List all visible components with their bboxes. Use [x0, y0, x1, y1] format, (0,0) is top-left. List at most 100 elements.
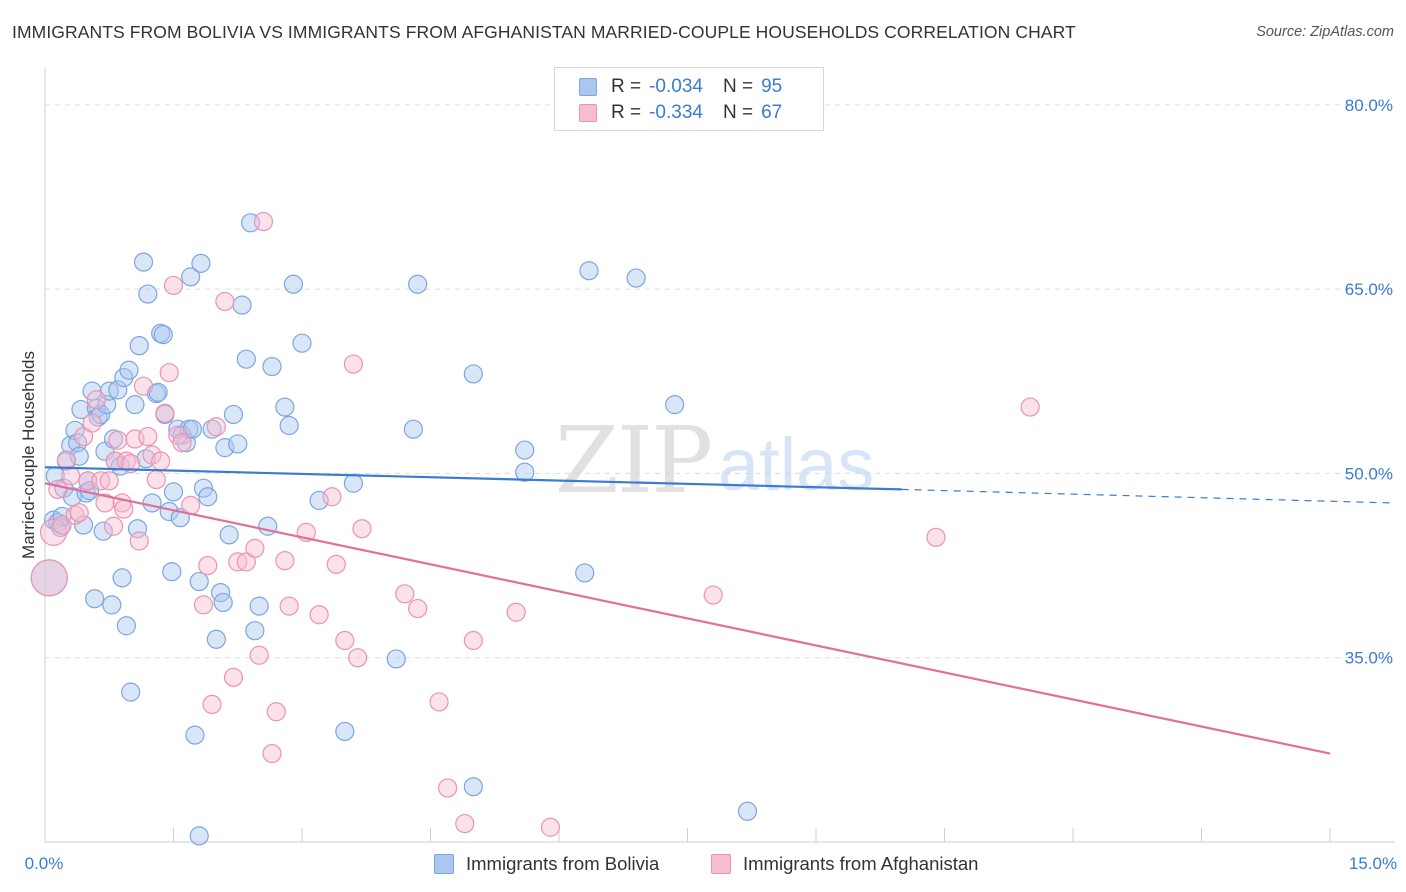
afghanistan-point — [245, 538, 265, 558]
afghanistan-point — [455, 813, 475, 834]
bolivia-point — [665, 395, 685, 415]
afghanistan-point — [133, 376, 154, 396]
afghanistan-point — [236, 552, 256, 572]
afghanistan-point — [73, 426, 94, 447]
gridlines — [45, 104, 1395, 659]
bottom-afghanistan-label: Immigrants from Afghanistan — [743, 853, 979, 874]
bolivia-point — [575, 563, 595, 583]
trend-lines — [44, 466, 1391, 755]
bolivia-point — [181, 267, 201, 287]
bolivia-point — [343, 473, 363, 493]
afghanistan-point — [395, 584, 415, 604]
y-tick-label: 65.0% — [1345, 280, 1393, 299]
afghanistan-point — [438, 778, 458, 798]
afghanistan-point — [309, 605, 329, 625]
afghanistan-point — [103, 516, 124, 536]
legend-n-value-bolivia: 95 — [761, 76, 783, 97]
bolivia-point — [108, 380, 128, 400]
bolivia-point — [309, 490, 329, 511]
afghanistan-point — [61, 466, 81, 486]
afghanistan-point — [30, 559, 68, 597]
bolivia-point — [258, 516, 278, 536]
afghanistan-point — [129, 531, 149, 551]
bolivia-point — [292, 333, 312, 353]
afghanistan-point — [215, 291, 235, 312]
afghanistan-trend-line — [44, 482, 1331, 755]
afghanistan-point — [262, 743, 282, 764]
bolivia-point — [182, 419, 202, 439]
afghanistan-point — [1020, 397, 1040, 417]
bolivia-point — [228, 434, 248, 454]
bolivia-point — [119, 360, 139, 380]
afghanistan-point — [52, 515, 72, 535]
afghanistan-point — [540, 817, 561, 837]
bolivia-trend-extension — [901, 488, 1391, 504]
bolivia-point — [408, 274, 428, 294]
bolivia-point — [127, 519, 148, 539]
legend-r-value-bolivia: -0.034 — [649, 76, 703, 97]
afghanistan-point — [193, 595, 214, 615]
afghanistan-point — [279, 596, 299, 616]
legend-n-value-afghanistan: 67 — [761, 102, 783, 123]
bolivia-point — [148, 382, 168, 402]
legend-row-afghanistan: R = -0.334 N = 67 — [579, 101, 782, 125]
afghanistan-point — [155, 403, 175, 423]
bolivia-point — [69, 446, 89, 466]
afghanistan-point — [335, 630, 355, 651]
bolivia-point — [102, 595, 122, 615]
bolivia-swatch — [579, 78, 597, 96]
bolivia-point — [283, 274, 304, 294]
bolivia-point — [136, 449, 156, 469]
bolivia-point — [386, 649, 406, 669]
afghanistan-point — [95, 493, 115, 513]
afghanistan-swatch — [579, 104, 597, 122]
afghanistan-point — [69, 503, 89, 523]
afghanistan-point — [348, 648, 368, 668]
bottom-legend-bolivia: Immigrants from Bolivia — [434, 852, 659, 876]
bottom-bolivia-label: Immigrants from Bolivia — [466, 853, 660, 874]
bolivia-point — [189, 826, 209, 846]
legend-n-label: N = — [722, 76, 754, 97]
bolivia-point — [198, 487, 218, 507]
y-tick-label: 80.0% — [1345, 96, 1393, 115]
correlation-legend: R = -0.034 N = 95 R = -0.334 N = 67 — [554, 67, 824, 131]
bolivia-point — [71, 399, 91, 420]
afghanistan-point — [99, 471, 119, 491]
y-tick-label: 50.0% — [1345, 464, 1393, 483]
bolivia-point — [275, 397, 295, 417]
bolivia-point — [206, 629, 226, 649]
bolivia-point — [215, 438, 235, 458]
bolivia-point — [185, 725, 205, 745]
afghanistan-point — [463, 630, 483, 651]
afghanistan-point — [114, 499, 134, 519]
bolivia-point — [626, 268, 646, 288]
bottom-legend-afghanistan: Immigrants from Afghanistan — [711, 852, 978, 876]
afghanistan-point — [159, 363, 179, 383]
afghanistan-point — [926, 527, 946, 547]
bolivia-point — [162, 562, 182, 582]
y-tick-label: 35.0% — [1345, 649, 1393, 668]
bolivia-point — [133, 252, 154, 272]
bottom-bolivia-swatch — [434, 854, 454, 874]
bolivia-point — [249, 596, 269, 616]
bolivia-point — [515, 440, 535, 460]
afghanistan-point — [206, 417, 226, 437]
afghanistan-point — [352, 519, 372, 539]
bolivia-point — [463, 777, 483, 797]
afghanistan-point — [172, 433, 192, 453]
afghanistan-point — [703, 585, 723, 605]
bolivia-point — [116, 616, 136, 636]
afghanistan-point — [82, 413, 102, 433]
x-axis-ticks — [44, 828, 1331, 842]
afghanistan-point — [408, 598, 428, 619]
bolivia-point — [153, 325, 173, 345]
legend-r-value-afghanistan: -0.334 — [649, 102, 703, 123]
bolivia-point — [279, 415, 299, 436]
afghanistan-point — [108, 430, 128, 450]
afghanistan-point — [48, 479, 68, 499]
bolivia-point — [262, 356, 282, 377]
bottom-afghanistan-swatch — [711, 854, 731, 874]
legend-n-label: N = — [722, 102, 754, 123]
bolivia-point — [403, 419, 423, 439]
bolivia-point — [232, 295, 252, 315]
